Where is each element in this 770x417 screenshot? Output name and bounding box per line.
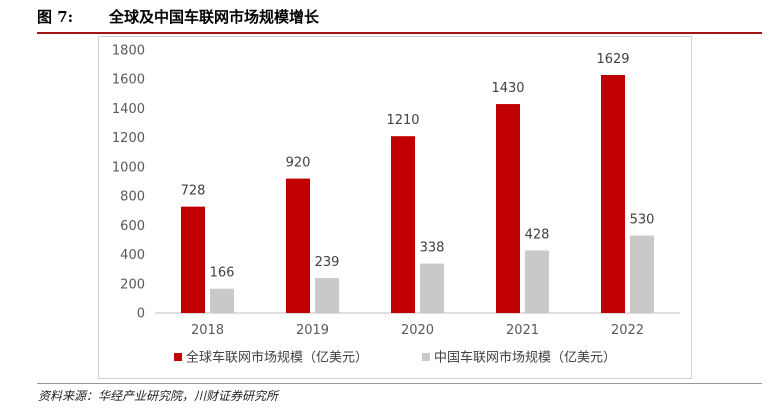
x-tick-label: 2019 bbox=[296, 323, 329, 338]
bar-china bbox=[420, 263, 444, 313]
y-tick-label: 1600 bbox=[112, 73, 145, 88]
y-tick-label: 200 bbox=[120, 277, 145, 292]
data-label-global: 1210 bbox=[386, 113, 419, 128]
bar-china bbox=[315, 278, 339, 313]
figure-title: 全球及中国车联网市场规模增长 bbox=[109, 8, 320, 26]
y-tick-label: 400 bbox=[120, 248, 145, 263]
y-tick-label: 800 bbox=[120, 190, 145, 205]
figure-number: 图 7: bbox=[37, 8, 74, 26]
data-label-china: 166 bbox=[210, 266, 235, 281]
source-note: 资料来源：华经产业研究院，川财证券研究所 bbox=[38, 389, 279, 403]
y-tick-label: 1400 bbox=[112, 102, 145, 117]
data-label-global: 1430 bbox=[491, 81, 524, 96]
x-tick-label: 2020 bbox=[401, 323, 434, 338]
y-tick-label: 600 bbox=[120, 219, 145, 234]
bar-global bbox=[391, 136, 415, 313]
y-tick-label: 1000 bbox=[112, 160, 145, 175]
bar-global bbox=[286, 178, 310, 313]
legend-label-global: 全球车联网市场规模（亿美元） bbox=[186, 350, 368, 366]
chart-frame bbox=[98, 36, 692, 379]
y-tick-label: 1200 bbox=[112, 131, 145, 146]
y-tick-label: 1800 bbox=[112, 44, 145, 59]
bar-china bbox=[210, 288, 234, 313]
figure-header: 图 7: 全球及中国车联网市场规模增长 bbox=[37, 6, 762, 34]
data-label-china: 530 bbox=[630, 213, 655, 228]
data-label-china: 338 bbox=[420, 241, 445, 256]
y-tick-label: 0 bbox=[137, 307, 145, 322]
bar-global bbox=[496, 104, 520, 313]
bar-global bbox=[601, 74, 625, 313]
data-label-china: 239 bbox=[315, 255, 340, 270]
data-label-global: 728 bbox=[181, 184, 206, 199]
x-tick-label: 2018 bbox=[191, 323, 224, 338]
legend-label-china: 中国车联网市场规模（亿美元） bbox=[434, 350, 616, 366]
data-label-global: 920 bbox=[286, 156, 311, 171]
x-tick-label: 2022 bbox=[611, 323, 644, 338]
data-label-global: 1629 bbox=[596, 52, 629, 67]
x-tick-label: 2021 bbox=[506, 323, 539, 338]
legend-swatch-china bbox=[422, 353, 430, 361]
source-divider bbox=[37, 383, 762, 384]
legend-swatch-global bbox=[174, 353, 182, 361]
bar-global bbox=[181, 206, 205, 313]
bar-china bbox=[525, 250, 549, 313]
bar-china bbox=[630, 235, 654, 313]
data-label-china: 428 bbox=[525, 227, 550, 242]
